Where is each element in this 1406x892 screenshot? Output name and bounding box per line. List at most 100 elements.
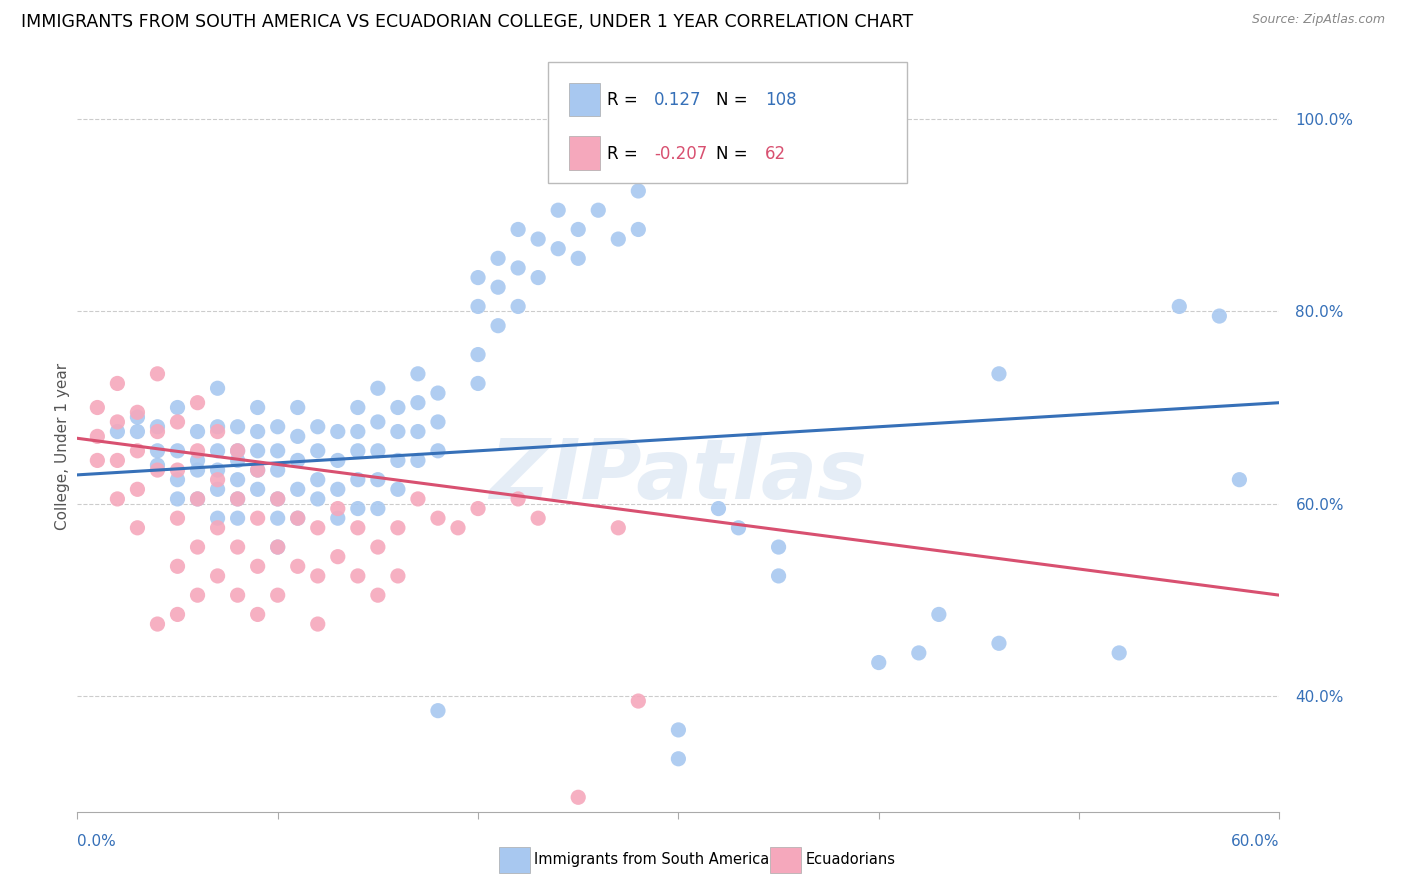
Point: [207, 425, 229, 439]
Point: [527, 511, 550, 525]
Point: [287, 511, 309, 525]
Point: [267, 511, 290, 525]
Point: [387, 425, 409, 439]
Point: [226, 453, 249, 467]
Point: [427, 386, 450, 401]
Text: Ecuadorians: Ecuadorians: [806, 853, 896, 867]
Point: [527, 270, 550, 285]
Point: [768, 569, 790, 583]
Point: [267, 491, 290, 506]
Point: [246, 511, 269, 525]
Point: [207, 419, 229, 434]
Y-axis label: College, Under 1 year: College, Under 1 year: [55, 362, 70, 530]
Point: [146, 458, 169, 473]
Point: [668, 723, 690, 737]
Point: [406, 395, 429, 409]
Point: [186, 540, 209, 554]
Point: [166, 443, 188, 458]
Point: [146, 425, 169, 439]
Point: [107, 415, 129, 429]
Point: [326, 483, 349, 497]
Point: [166, 415, 188, 429]
Point: [1108, 646, 1130, 660]
Point: [406, 453, 429, 467]
Point: [387, 521, 409, 535]
Point: [467, 376, 489, 391]
Point: [226, 473, 249, 487]
Point: [406, 425, 429, 439]
Point: [186, 443, 209, 458]
Text: 0.127: 0.127: [654, 91, 702, 110]
Point: [347, 569, 370, 583]
Point: [246, 463, 269, 477]
Point: [868, 656, 890, 670]
Point: [427, 511, 450, 525]
Point: [127, 410, 149, 425]
Text: -0.207: -0.207: [654, 145, 707, 163]
Point: [146, 617, 169, 632]
Text: R =: R =: [607, 91, 644, 110]
Point: [387, 569, 409, 583]
Point: [166, 607, 188, 622]
Point: [287, 453, 309, 467]
Point: [246, 607, 269, 622]
Point: [406, 367, 429, 381]
Point: [326, 549, 349, 564]
Point: [326, 511, 349, 525]
Point: [146, 443, 169, 458]
Point: [186, 588, 209, 602]
Point: [166, 491, 188, 506]
Point: [166, 559, 188, 574]
Point: [107, 376, 129, 391]
Point: [508, 222, 530, 236]
Text: 62: 62: [765, 145, 786, 163]
Point: [607, 521, 630, 535]
Point: [307, 473, 329, 487]
Point: [267, 540, 290, 554]
Point: [427, 415, 450, 429]
Point: [146, 463, 169, 477]
Point: [287, 511, 309, 525]
Point: [607, 232, 630, 246]
Point: [486, 280, 509, 294]
Point: [1168, 300, 1191, 314]
Point: [186, 463, 209, 477]
Point: [107, 453, 129, 467]
Point: [246, 559, 269, 574]
Point: [287, 559, 309, 574]
Point: [246, 443, 269, 458]
Text: Source: ZipAtlas.com: Source: ZipAtlas.com: [1251, 13, 1385, 27]
Point: [246, 401, 269, 415]
Point: [727, 521, 749, 535]
Point: [127, 483, 149, 497]
Point: [267, 463, 290, 477]
Point: [86, 429, 108, 443]
Point: [367, 501, 389, 516]
Point: [267, 540, 290, 554]
Point: [226, 491, 249, 506]
Point: [226, 491, 249, 506]
Point: [1229, 473, 1251, 487]
Point: [367, 415, 389, 429]
Point: [86, 453, 108, 467]
Text: R =: R =: [607, 145, 644, 163]
Point: [627, 694, 650, 708]
Point: [226, 443, 249, 458]
Point: [267, 419, 290, 434]
Point: [347, 443, 370, 458]
Point: [146, 367, 169, 381]
Point: [267, 491, 290, 506]
Point: [367, 473, 389, 487]
Point: [186, 425, 209, 439]
Point: [427, 704, 450, 718]
Point: [387, 453, 409, 467]
Point: [186, 453, 209, 467]
Point: [207, 381, 229, 395]
Point: [326, 453, 349, 467]
Point: [367, 381, 389, 395]
Point: [207, 463, 229, 477]
Point: [768, 540, 790, 554]
Point: [988, 367, 1011, 381]
Point: [326, 501, 349, 516]
Point: [127, 443, 149, 458]
